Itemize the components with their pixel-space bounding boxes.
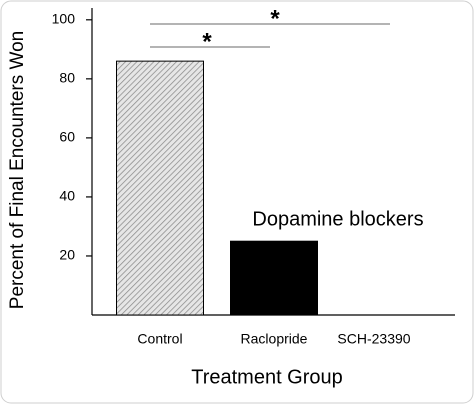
y-tick-label: 80 (59, 70, 75, 86)
x-tick-label: SCH-23390 (337, 331, 410, 347)
x-tick-label: Raclopride (241, 331, 308, 347)
significance-star: * (270, 5, 280, 32)
significance-star: * (202, 28, 212, 55)
y-axis-label: Percent of Final Encounters Won (7, 31, 28, 309)
x-tick-label: Control (137, 331, 182, 347)
bar (230, 240, 318, 316)
y-tick-label: 60 (59, 129, 75, 145)
x-axis-label: Treatment Group (191, 366, 343, 388)
y-tick-label: 100 (52, 11, 76, 27)
bar (116, 60, 204, 316)
y-tick-label: 20 (59, 247, 75, 263)
annotation: Dopamine blockers (252, 208, 423, 230)
y-tick-label: 40 (59, 188, 75, 204)
